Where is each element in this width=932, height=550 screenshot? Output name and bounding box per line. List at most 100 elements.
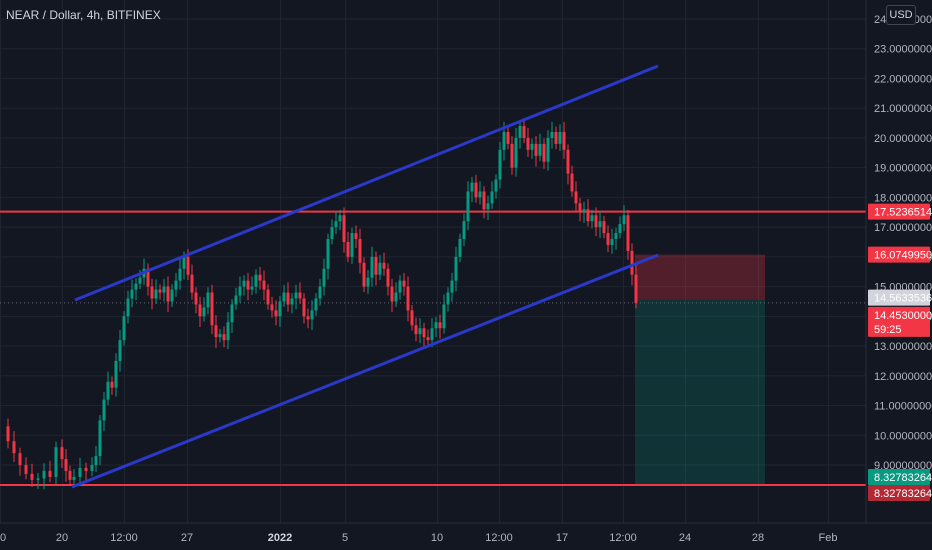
candle-body [54,447,58,477]
candle-body [130,289,134,299]
entry-price-label-bg [868,289,930,306]
candle-body [362,262,366,287]
candle-body [466,191,470,222]
candle-body [542,143,546,162]
time-tick-label: 12:00 [485,532,513,544]
candle-body [578,203,582,213]
candle-body [426,337,430,341]
candle-body [482,191,486,210]
candle-body [394,292,398,302]
candle-body [498,149,502,180]
candle-body [458,239,462,257]
candle-body [48,470,52,477]
candle-body [486,203,490,210]
candle-body [98,420,102,457]
candle-body [358,239,362,263]
candle-body [290,298,294,305]
candle-body [302,298,306,317]
candle-body [330,227,334,240]
candle-body [538,143,542,156]
last-price-label-bg [868,306,930,323]
candle-body [550,131,554,138]
candle-body [234,295,238,305]
candle-body [24,465,28,474]
candle-body [506,131,510,144]
candle-body [398,280,402,293]
stop-loss-zone[interactable] [635,254,765,300]
candle-body [514,137,518,168]
candle-body [226,322,230,341]
candle-body [490,191,494,204]
candle-body [286,292,290,305]
candle-body [526,137,530,150]
currency-button[interactable]: USD [886,5,916,25]
candle-body [410,310,414,326]
price-tick-label: 11.00000000 [874,401,932,413]
candle-body [530,143,534,150]
candle-body [186,256,190,275]
candle-body [430,328,434,341]
candle-body [322,268,326,287]
price-tick-label: 20.00000000 [874,133,932,145]
candle-body [258,274,262,281]
price-tick-label: 23.00000000 [874,44,932,56]
candle-body [618,224,622,234]
countdown-label-bg [868,320,930,337]
candle-body [36,478,40,480]
candle-body [206,292,210,308]
candle-body [30,473,34,480]
candle-body [90,465,94,471]
level-price-label-bg [868,484,930,501]
price-axis[interactable] [866,0,932,550]
candle-body [438,322,442,329]
countdown-label: 59:25 [874,324,902,336]
candle-body [518,126,522,138]
time-tick-label: Feb [819,532,838,544]
price-tick-label: 12.00000000 [874,371,932,383]
price-tick-label: 10.00000000 [874,430,932,442]
candle-body [162,286,166,293]
candle-body [72,476,76,480]
target-price-label: 8.32783264 [874,472,932,484]
candle-body [6,426,10,442]
target-price-label-bg [868,468,930,485]
candle-body [382,262,386,269]
candle-body [166,286,170,302]
resistance-price-label: 17.52365143 [874,207,932,219]
candle-body [546,137,550,162]
time-tick-label: 12:00 [110,532,138,544]
candle-body [262,280,266,290]
candle-body [18,453,22,465]
time-tick-label: 12:00 [609,532,637,544]
candle-body [586,209,590,222]
stop-price-label: 16.07499505 [874,250,932,262]
take-profit-zone[interactable] [635,299,765,485]
candle-body [94,456,98,465]
candle-body [194,292,198,305]
candle-body [338,215,342,222]
candle-body [610,239,614,245]
candle-body [138,277,142,284]
time-tick-label: 10 [431,532,443,544]
channel-upper-line[interactable] [74,64,659,302]
candle-body [110,381,114,388]
candle-body [106,381,110,400]
candle-body [582,209,586,213]
symbol-title: NEAR / Dollar, 4h, BITFINEX [6,8,161,22]
candle-body [510,143,514,168]
candle-body [370,256,374,278]
candle-body [594,215,598,228]
resistance-price-label-bg [868,203,930,220]
candle-body [68,470,72,480]
candle-body [478,191,482,198]
candle-body [266,289,270,305]
candle-body [84,467,88,471]
candle-body [170,289,174,302]
candle-body [146,268,150,287]
candle-body [626,215,630,251]
candle-body [218,334,222,338]
channel-lower-line[interactable] [71,253,659,489]
candle-body [562,131,566,150]
